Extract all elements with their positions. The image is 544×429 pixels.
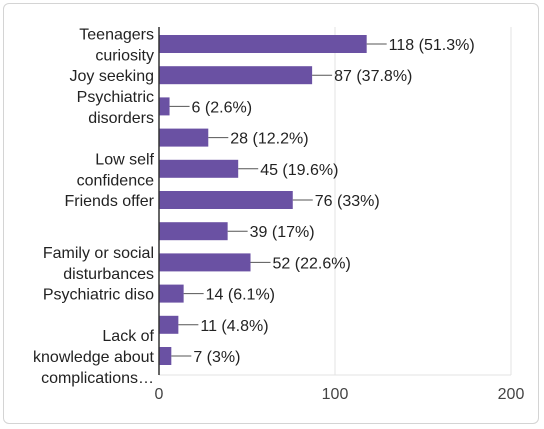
value-label: 28 (12.2%): [230, 131, 308, 148]
value-label: 14 (6.1%): [206, 287, 275, 304]
bar: [159, 315, 179, 334]
bar: [159, 128, 209, 147]
category-label: complications…: [41, 370, 154, 387]
category-label: Teenagers: [79, 27, 154, 44]
category-label: Psychiatric: [77, 89, 154, 106]
bar: [159, 159, 239, 178]
bar: [159, 35, 367, 53]
x-tick-label: 0: [155, 386, 164, 403]
category-label: Lack of: [102, 328, 154, 345]
bar: [159, 253, 251, 272]
axis-layer: 0 100 200: [155, 27, 525, 403]
bar: [159, 66, 313, 85]
category-label: confidence: [77, 172, 154, 189]
category-label: disorders: [88, 110, 154, 127]
bar: [159, 222, 228, 241]
value-label: 45 (19.6%): [260, 162, 338, 179]
value-label: 6 (2.6%): [192, 99, 252, 116]
bar-layer: [159, 35, 387, 365]
x-tick-label: 100: [322, 386, 349, 403]
value-label: 52 (22.6%): [273, 255, 351, 272]
bar: [159, 191, 293, 209]
bar: [159, 97, 170, 116]
category-label: Friends offer: [64, 193, 154, 210]
x-tick-label: 200: [498, 386, 525, 403]
value-label: 76 (33%): [315, 193, 380, 210]
category-label: Low self: [95, 151, 154, 168]
label-layer: 118 (51.3%) Teenagers curiosity 87 (37.8%) J…: [33, 27, 475, 388]
grid-layer: [159, 27, 512, 376]
category-label: disturbances: [63, 266, 154, 283]
bar: [159, 284, 184, 303]
value-label: 39 (17%): [250, 224, 315, 241]
bar: [159, 347, 172, 365]
category-label: Joy seeking: [70, 68, 155, 85]
category-label: curiosity: [95, 48, 154, 65]
value-label: 87 (37.8%): [334, 68, 412, 85]
value-label: 7 (3%): [193, 349, 240, 366]
category-label: knowledge about: [33, 349, 155, 366]
category-label: Family or social: [43, 245, 154, 262]
value-label: 118 (51.3%): [389, 37, 475, 54]
category-label: Psychiatric diso: [43, 287, 154, 304]
value-label: 11 (4.8%): [200, 318, 268, 335]
